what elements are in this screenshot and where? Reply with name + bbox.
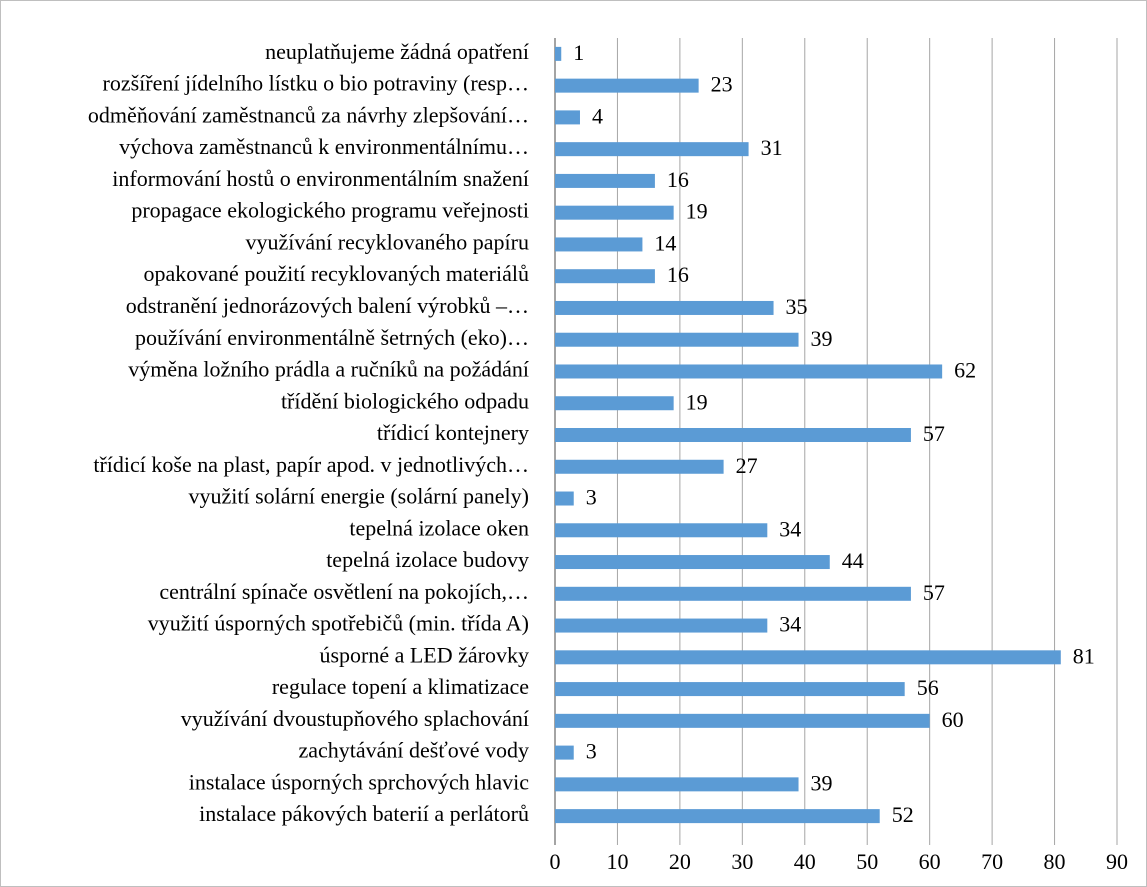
x-tick-label: 60 <box>919 849 941 874</box>
y-tick-label: tepelná izolace budovy <box>326 547 529 572</box>
value-label: 60 <box>942 707 964 732</box>
value-label: 14 <box>654 230 676 255</box>
y-tick-label: třídění biologického odpadu <box>281 388 529 413</box>
x-tick-label: 0 <box>550 849 561 874</box>
value-label: 39 <box>811 770 833 795</box>
y-tick-label: instalace pákových baterií a perlátorů <box>199 801 529 826</box>
value-label: 62 <box>954 358 976 383</box>
bar <box>555 682 905 697</box>
value-label: 19 <box>686 389 708 414</box>
x-tick-label: 50 <box>856 849 878 874</box>
y-tick-label: využití solární energie (solární panely) <box>189 484 529 509</box>
bar <box>555 650 1061 665</box>
bar <box>555 459 724 474</box>
y-tick-label: využití úsporných spotřebičů (min. třída… <box>148 611 529 636</box>
y-tick-label: regulace topení a klimatizace <box>272 674 529 699</box>
value-label: 16 <box>667 167 689 192</box>
value-label: 31 <box>761 135 783 160</box>
y-tick-label: třídicí koše na plast, papír apod. v jed… <box>93 452 529 477</box>
value-label: 39 <box>811 326 833 351</box>
bar <box>555 46 562 61</box>
x-tick-label: 40 <box>794 849 816 874</box>
y-tick-label: výměna ložního prádla a ručníků na požád… <box>128 357 529 382</box>
x-tick-label: 10 <box>606 849 628 874</box>
y-tick-label: tepelná izolace oken <box>349 515 529 540</box>
y-tick-label: využívání dvoustupňového splachování <box>181 706 529 731</box>
bar <box>555 332 799 347</box>
y-tick-label: zachytávání dešťové vody <box>298 738 529 763</box>
bar <box>555 78 699 93</box>
value-label: 4 <box>592 103 603 128</box>
value-label: 23 <box>711 72 733 97</box>
y-tick-label: používání environmentálně šetrných (eko)… <box>135 325 529 350</box>
value-label: 34 <box>779 516 801 541</box>
y-tick-label: opakované použití recyklovaných materiál… <box>144 261 529 286</box>
bar <box>555 300 774 315</box>
y-tick-label: odměňování zaměstnanců za návrhy zlepšov… <box>88 102 529 127</box>
value-label: 3 <box>586 485 597 510</box>
value-label: 52 <box>892 802 914 827</box>
bar <box>555 745 574 760</box>
y-tick-label: centrální spínače osvětlení na pokojích,… <box>159 579 529 604</box>
value-label: 56 <box>917 675 939 700</box>
y-tick-label: odstranění jednorázových balení výrobků … <box>126 293 529 318</box>
y-tick-label: využívání recyklovaného papíru <box>246 229 529 254</box>
value-label: 19 <box>686 199 708 224</box>
bar <box>555 269 655 284</box>
y-tick-label: úsporné a LED žárovky <box>319 642 529 667</box>
value-label: 81 <box>1073 643 1095 668</box>
value-label: 3 <box>586 739 597 764</box>
y-tick-label: propagace ekologického programu veřejnos… <box>131 198 529 223</box>
y-tick-label: rozšíření jídelního lístku o bio potravi… <box>103 71 530 96</box>
value-label: 1 <box>573 40 584 65</box>
bar <box>555 713 930 728</box>
x-tick-label: 70 <box>981 849 1003 874</box>
bar <box>555 205 674 220</box>
bar <box>555 809 880 824</box>
bar <box>555 428 911 442</box>
value-label: 16 <box>667 262 689 287</box>
bar <box>555 586 911 601</box>
y-tick-label: neuplatňujeme žádná opatření <box>265 39 529 64</box>
bar <box>555 777 799 792</box>
bar <box>555 396 674 411</box>
x-tick-label: 90 <box>1106 849 1128 874</box>
bar <box>555 142 749 157</box>
bar <box>555 618 768 633</box>
bar <box>555 555 830 570</box>
y-tick-label: instalace úsporných sprchových hlavic <box>189 769 530 794</box>
bar <box>555 110 580 125</box>
bar <box>555 491 574 506</box>
x-tick-label: 80 <box>1044 849 1066 874</box>
x-tick-label: 20 <box>669 849 691 874</box>
bar <box>555 173 655 188</box>
value-label: 35 <box>786 294 808 319</box>
value-label: 57 <box>923 580 945 605</box>
y-tick-label: výchova zaměstnanců k environmentálnímu… <box>119 134 529 159</box>
value-label: 44 <box>842 548 864 573</box>
bar <box>555 364 943 379</box>
value-label: 34 <box>779 612 801 637</box>
bar <box>555 523 768 538</box>
x-tick-label: 30 <box>731 849 753 874</box>
y-tick-label: informování hostů o environmentálním sna… <box>112 166 529 191</box>
y-tick-label: třídicí kontejnery <box>377 420 529 445</box>
bar <box>555 237 643 252</box>
value-label: 57 <box>923 421 945 446</box>
value-label: 27 <box>736 453 758 478</box>
